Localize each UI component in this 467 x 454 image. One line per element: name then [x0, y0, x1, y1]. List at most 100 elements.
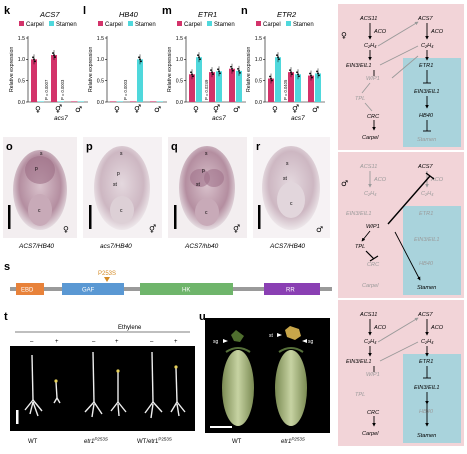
- tissue-label-p: p: [202, 168, 205, 174]
- y-tick-label: 1.5: [97, 36, 104, 42]
- domain-gaf-label: GAF: [82, 288, 95, 294]
- data-point: [310, 74, 312, 77]
- tissue-label-s: s: [205, 151, 208, 157]
- micrograph-q: q s p st c ⚥ ACS7/hb40: [168, 137, 247, 250]
- legend-stamen: Stamen: [214, 22, 235, 28]
- data-point: [212, 73, 214, 76]
- data-point: [199, 58, 201, 61]
- bar-carpel-2: [71, 101, 77, 102]
- x-axis-label: acs7: [212, 115, 226, 122]
- label-st: st: [269, 333, 274, 339]
- bar-carpel-0: [110, 101, 116, 102]
- panel-letter-l: l: [83, 5, 86, 17]
- data-point: [34, 60, 36, 63]
- legend-carpel: Carpel: [263, 22, 281, 28]
- bar-carpel-0: [268, 78, 274, 102]
- node-c2h4: C₂H₄: [364, 339, 377, 345]
- p-value-label: P = 0.0003: [60, 79, 65, 100]
- y-tick-label: 1.5: [255, 36, 262, 42]
- data-point: [52, 52, 54, 54]
- data-point: [291, 73, 293, 76]
- p-value-label: P = 0.0249: [204, 79, 209, 100]
- label-sg: sg: [308, 339, 314, 345]
- data-point: [218, 70, 220, 73]
- panel-letter-p: p: [86, 141, 93, 153]
- x-tick-label: ⚥: [213, 104, 221, 114]
- data-point: [191, 73, 193, 76]
- data-point: [231, 67, 233, 70]
- node-ein3: EIN3/EIL1: [414, 89, 440, 95]
- hermaphrodite-symbol-icon: ⚥: [233, 224, 241, 234]
- x-tick-label: ⚥: [134, 104, 142, 114]
- y-axis-label: Relative expression: [246, 47, 252, 92]
- domain-rr-label: RR: [286, 288, 295, 294]
- data-point: [217, 68, 219, 71]
- data-point: [318, 74, 320, 77]
- data-point: [270, 77, 272, 80]
- panel-letter-t: t: [4, 311, 8, 323]
- tissue-label-st: st: [283, 176, 288, 182]
- bar-stamen-0: [196, 57, 202, 102]
- node-carpel: Carpel: [362, 135, 379, 141]
- panel-letter-o: o: [6, 141, 13, 153]
- y-tick-label: 0.0: [18, 100, 25, 106]
- bar-carpel-2: [229, 68, 235, 102]
- tissue-label-st: st: [196, 182, 201, 188]
- bar-stamen-0: [38, 101, 44, 102]
- mutation-label: P253S: [98, 271, 116, 277]
- y-tick-label: 0.5: [255, 78, 262, 84]
- data-point: [311, 76, 313, 79]
- sign-5: –: [150, 339, 154, 345]
- data-point: [53, 54, 55, 56]
- panel-letter-q: q: [171, 141, 178, 153]
- x-tick-label: ⚥: [292, 104, 300, 114]
- node-tpl: TPL: [355, 96, 365, 102]
- y-tick-label: 0.5: [97, 78, 104, 84]
- legend-stamen: Stamen: [293, 22, 314, 28]
- node-ein3: EIN3/EIL1: [346, 359, 372, 365]
- domain-ebd: [16, 283, 44, 295]
- data-point: [271, 79, 273, 82]
- panel-letter-m: m: [162, 5, 172, 17]
- node-carpel: Carpel: [362, 283, 379, 289]
- y-axis-label: Relative expression: [167, 47, 173, 92]
- data-point: [219, 72, 221, 75]
- caption-o: ACS7/HB40: [18, 243, 54, 250]
- bar-stamen-2: [236, 70, 242, 102]
- flower-panel: u sg st sg WT etr1P253S: [199, 311, 330, 445]
- p-value-label: P = 0.0007: [44, 79, 49, 100]
- micrograph-r: r s st c ♂ ACS7/HB40: [253, 137, 330, 250]
- node-etr1: ETR1: [419, 359, 433, 365]
- node-ein3: EIN3/EIL1: [346, 63, 372, 69]
- ethylene-header: Ethylene: [118, 325, 142, 331]
- node-c2h4: C₂H₄: [364, 191, 377, 197]
- legend-swatch-stamen: [207, 21, 212, 26]
- tissue-label-c: c: [38, 208, 41, 214]
- node-carpel: Carpel: [362, 431, 379, 437]
- node-c2h4: C₂H₄: [421, 43, 434, 49]
- chart-title: ETR1: [198, 10, 217, 19]
- node-hb40: HB40: [419, 261, 434, 267]
- data-point: [138, 56, 140, 59]
- node-ein3: EIN3/EIL1: [414, 237, 440, 243]
- data-point: [238, 69, 240, 72]
- chart-title: ACS7: [39, 10, 60, 19]
- data-point: [317, 72, 319, 75]
- node-stamen: Stamen: [417, 137, 436, 143]
- y-tick-label: 0.5: [18, 78, 25, 84]
- data-point: [54, 56, 56, 58]
- data-point: [190, 71, 192, 74]
- node-acs11: ACS11: [359, 16, 377, 22]
- domain-hk-label: HK: [182, 288, 190, 294]
- data-point: [237, 67, 239, 70]
- caption-q: ACS7/hb40: [184, 243, 219, 250]
- micrograph-p: p s p st c ⚥ acs7/HB40: [83, 137, 162, 250]
- y-tick-label: 1.5: [176, 36, 183, 42]
- female-symbol-icon: ♀: [341, 31, 347, 40]
- node-crc: CRC: [367, 262, 380, 268]
- sign-2: +: [55, 339, 59, 345]
- panel-letter-s: s: [4, 261, 10, 273]
- legend-swatch-carpel: [19, 21, 24, 26]
- data-point: [290, 71, 292, 74]
